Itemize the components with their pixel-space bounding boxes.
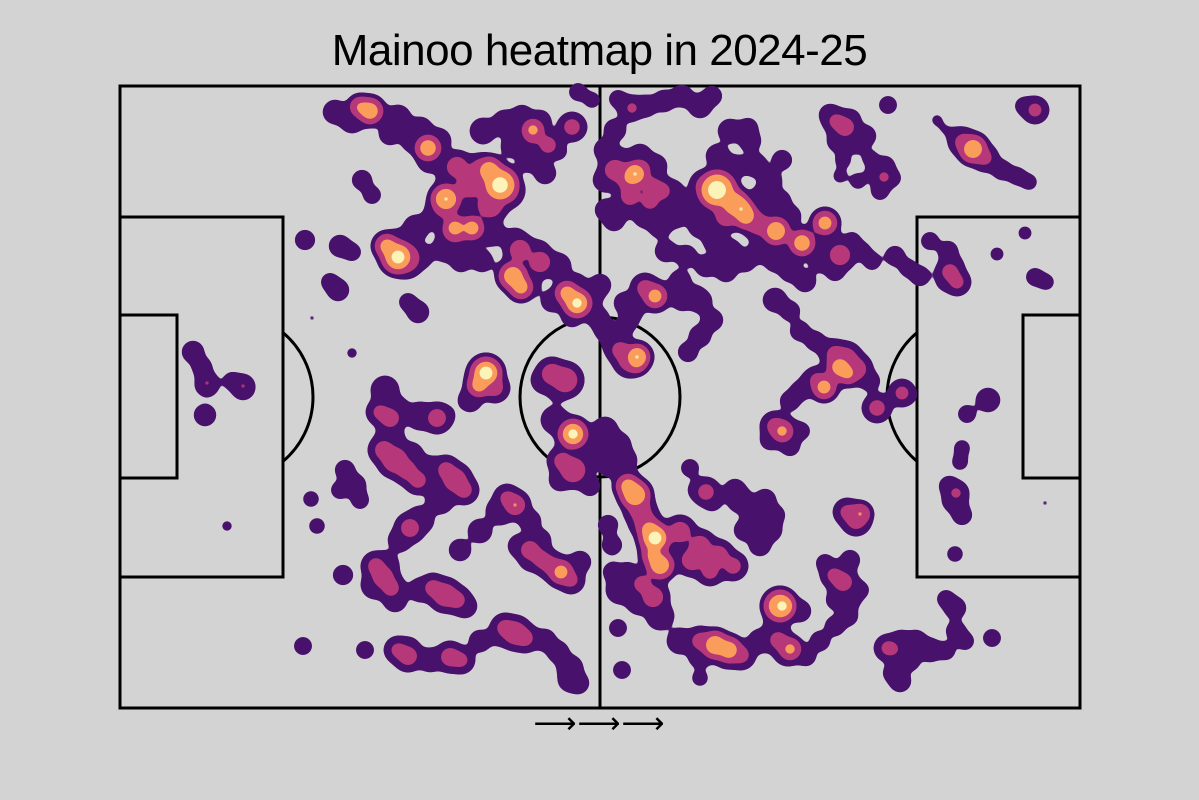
chart-title: Mainoo heatmap in 2024-25 [331,26,868,75]
pitch-lines [118,84,1082,710]
heat-layer-peak [392,170,787,611]
attack-direction-arrows: ⟶⟶⟶ [533,706,666,741]
